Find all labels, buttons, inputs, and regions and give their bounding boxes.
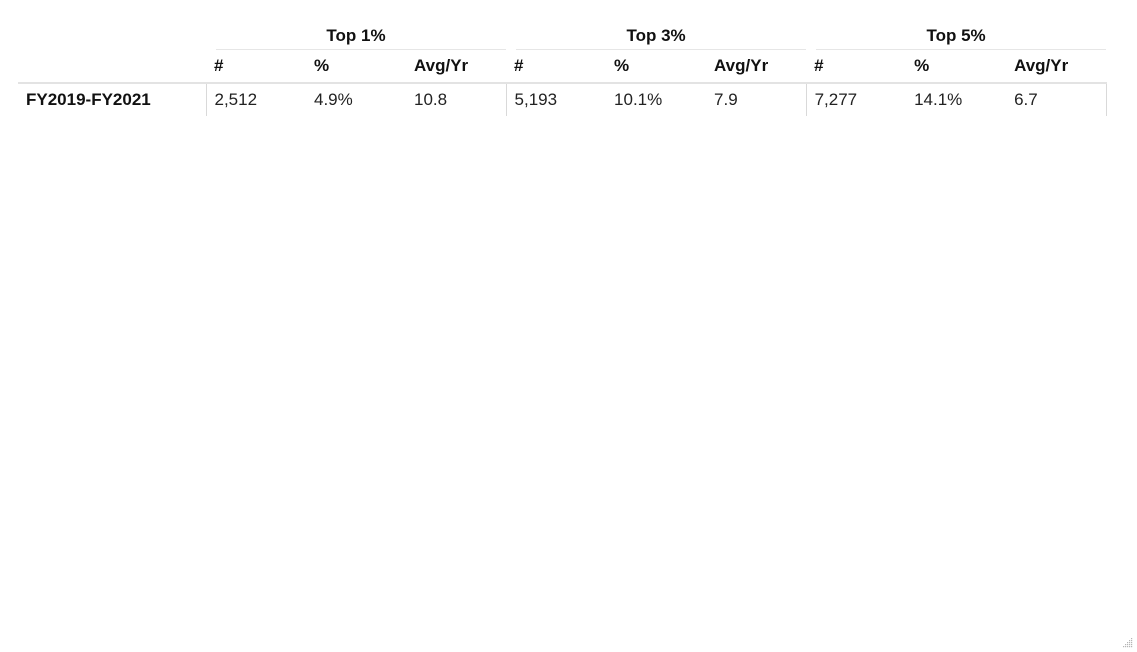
column-header-avg-per-year: Avg/Yr: [1006, 50, 1107, 84]
column-header-percent: %: [306, 50, 406, 84]
table-cell: 7,277: [805, 83, 907, 116]
table-row: FY2019-FY2021 2,512 4.9% 10.8 5,193 10.1…: [18, 83, 1107, 116]
column-header-row: # % Avg/Yr # % Avg/Yr # % Avg/Yr: [18, 50, 1107, 84]
column-header-percent: %: [906, 50, 1007, 84]
row-label-header: [18, 50, 206, 84]
group-header-top-5: Top 5%: [806, 22, 1107, 50]
column-header-count: #: [506, 50, 607, 84]
column-header-percent: %: [606, 50, 707, 84]
group-header-top-1: Top 1%: [206, 22, 507, 50]
table-cell: 7.9: [714, 90, 738, 109]
row-label: FY2019-FY2021: [26, 90, 151, 109]
column-header-avg-per-year: Avg/Yr: [406, 50, 507, 84]
corner-header: [18, 22, 206, 50]
table-cell: 14.1%: [914, 90, 963, 109]
group-header-top-3: Top 3%: [506, 22, 807, 50]
table-cell: 4.9%: [314, 90, 353, 109]
group-header-row: Top 1% Top 3% Top 5%: [18, 22, 1107, 50]
column-header-count: #: [806, 50, 907, 84]
table-cell: 2,512: [205, 83, 306, 116]
table-cell: 5,193: [505, 83, 607, 116]
table-cell: 6.7: [1006, 83, 1107, 116]
table-cell: 10.8: [414, 90, 448, 109]
column-header-avg-per-year: Avg/Yr: [706, 50, 807, 84]
table-cell: 10.1%: [614, 90, 663, 109]
summary-table-container: Top 1% Top 3% Top 5% # % Avg/Yr # % Avg/…: [18, 22, 1107, 116]
summary-table: Top 1% Top 3% Top 5% # % Avg/Yr # % Avg/…: [18, 22, 1107, 116]
resize-grip-icon[interactable]: [1121, 636, 1133, 648]
column-header-count: #: [206, 50, 306, 84]
